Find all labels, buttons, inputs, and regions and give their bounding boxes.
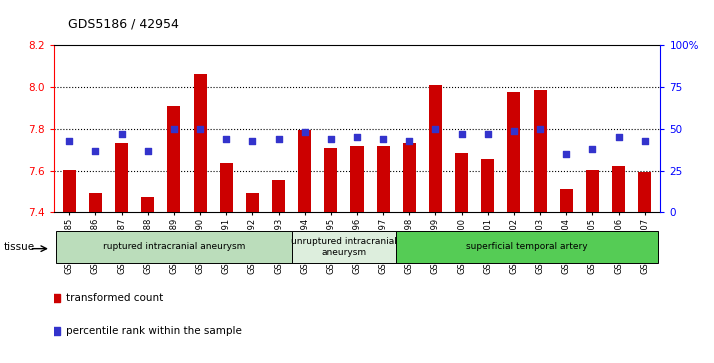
Point (639, 138, 650, 143)
Bar (560, 189, 573, 212)
Bar (396, 231, 658, 263)
Bar (508, 92, 521, 212)
Point (64, 138, 75, 143)
Bar (89, 192, 102, 212)
Point (403, 138, 415, 143)
Bar (298, 130, 311, 212)
Bar (63, 170, 76, 212)
Text: transformed count: transformed count (66, 293, 164, 303)
Point (221, 136, 232, 142)
Text: superficial temporal artery: superficial temporal artery (466, 242, 588, 251)
Point (508, 128, 520, 134)
Point (169, 126, 180, 132)
Bar (429, 85, 442, 212)
Bar (324, 148, 338, 212)
Point (273, 136, 284, 142)
Bar (376, 146, 390, 212)
Point (587, 146, 598, 152)
Bar (167, 106, 181, 212)
Bar (481, 159, 494, 212)
Point (325, 136, 336, 142)
Point (116, 131, 127, 137)
Bar (612, 167, 625, 212)
Point (378, 136, 389, 142)
Point (142, 148, 154, 154)
Bar (56, 231, 291, 263)
Point (482, 131, 493, 137)
Bar (533, 90, 547, 212)
Point (430, 126, 441, 132)
Bar (115, 143, 128, 212)
Bar (272, 180, 285, 212)
Text: unruptured intracranial
aneurysm: unruptured intracranial aneurysm (291, 237, 397, 257)
Point (90, 148, 101, 154)
Bar (141, 197, 154, 212)
Point (456, 131, 468, 137)
Bar (638, 172, 651, 212)
Text: GDS5186 / 42954: GDS5186 / 42954 (68, 18, 178, 31)
Text: percentile rank within the sample: percentile rank within the sample (66, 326, 242, 335)
Point (194, 126, 206, 132)
Bar (455, 153, 468, 212)
Bar (291, 231, 396, 263)
Point (246, 138, 258, 143)
Text: ruptured intracranial aneurysm: ruptured intracranial aneurysm (103, 242, 245, 251)
Text: tissue: tissue (4, 242, 35, 252)
Bar (403, 143, 416, 212)
Point (560, 151, 572, 157)
Point (351, 134, 363, 140)
Point (299, 129, 311, 135)
Bar (220, 163, 233, 212)
Bar (351, 146, 363, 212)
Bar (193, 74, 206, 212)
Bar (246, 192, 259, 212)
Bar (586, 170, 599, 212)
Point (613, 134, 624, 140)
Point (534, 126, 545, 132)
